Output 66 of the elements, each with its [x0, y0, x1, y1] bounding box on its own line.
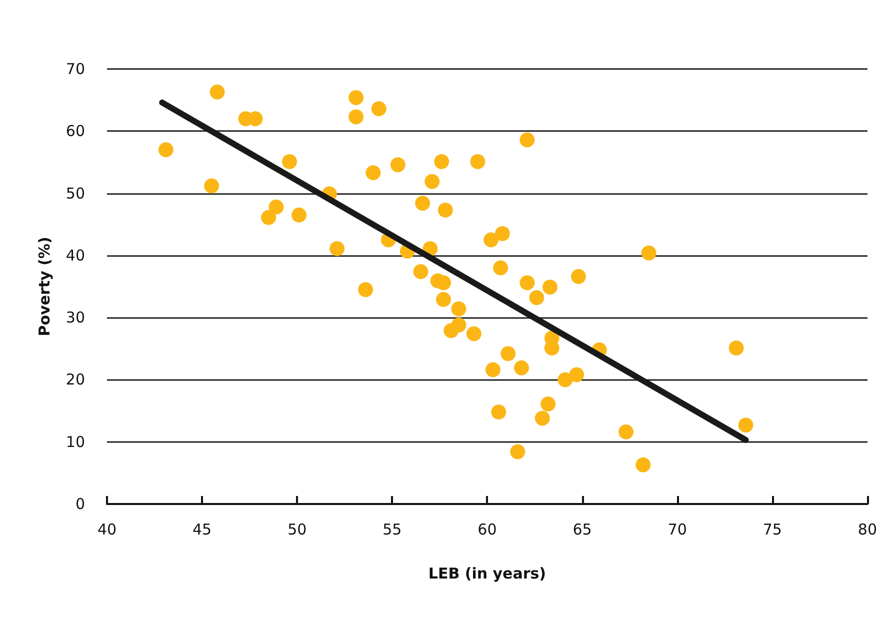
y-axis-title: Poverty (%) [36, 236, 54, 336]
y-tick-label: 20 [66, 370, 85, 389]
x-tick-label: 40 [97, 520, 117, 538]
point [494, 226, 510, 242]
point [204, 178, 220, 194]
point [510, 444, 526, 460]
point [390, 157, 406, 172]
point [618, 424, 634, 440]
x-tick-label: 80 [858, 520, 878, 538]
point [438, 202, 453, 218]
x-tick-label: 75 [762, 520, 782, 538]
point [470, 154, 486, 170]
point [466, 326, 482, 342]
point [451, 301, 466, 316]
point [451, 318, 466, 333]
point [520, 132, 535, 148]
point [434, 154, 450, 170]
point [158, 142, 174, 158]
y-tick-label: 60 [66, 122, 85, 140]
point [542, 280, 558, 295]
point [529, 290, 544, 306]
x-tick-label: 50 [288, 520, 307, 538]
point [534, 410, 550, 426]
point [348, 109, 364, 124]
y-tick-label: 10 [66, 432, 85, 451]
x-tick-label: 65 [572, 520, 592, 538]
point [514, 360, 529, 376]
x-tick-label: 45 [192, 520, 212, 538]
point [520, 275, 535, 290]
point [738, 418, 754, 433]
y-tick-label: 40 [66, 246, 85, 264]
point [569, 367, 584, 382]
point [485, 362, 500, 378]
x-tick-label: 60 [478, 520, 497, 538]
point [292, 208, 307, 223]
point [210, 84, 225, 100]
y-tick-label: 70 [66, 60, 85, 78]
point [558, 372, 573, 388]
point [571, 269, 586, 284]
point [282, 154, 298, 170]
y-tick-label: 50 [66, 184, 85, 202]
point [413, 264, 428, 280]
point [728, 340, 744, 356]
point [540, 396, 556, 412]
x-tick-label: 55 [382, 520, 402, 538]
point [348, 90, 364, 106]
x-tick-label: 70 [668, 520, 687, 538]
point [366, 165, 381, 180]
x-axis-title: LEB (in years) [428, 564, 546, 582]
y-tick-label: 0 [75, 495, 85, 513]
point [268, 199, 284, 214]
y-tick-label: 30 [66, 308, 85, 327]
point [484, 232, 499, 248]
point [261, 210, 276, 226]
point [500, 346, 516, 362]
point [436, 275, 451, 290]
point [436, 292, 451, 308]
point [424, 174, 440, 189]
point [491, 404, 506, 420]
point [493, 260, 508, 276]
point [330, 241, 345, 256]
point [371, 101, 386, 116]
point [358, 282, 374, 298]
point [636, 457, 651, 472]
point [415, 196, 430, 211]
point [641, 245, 656, 260]
